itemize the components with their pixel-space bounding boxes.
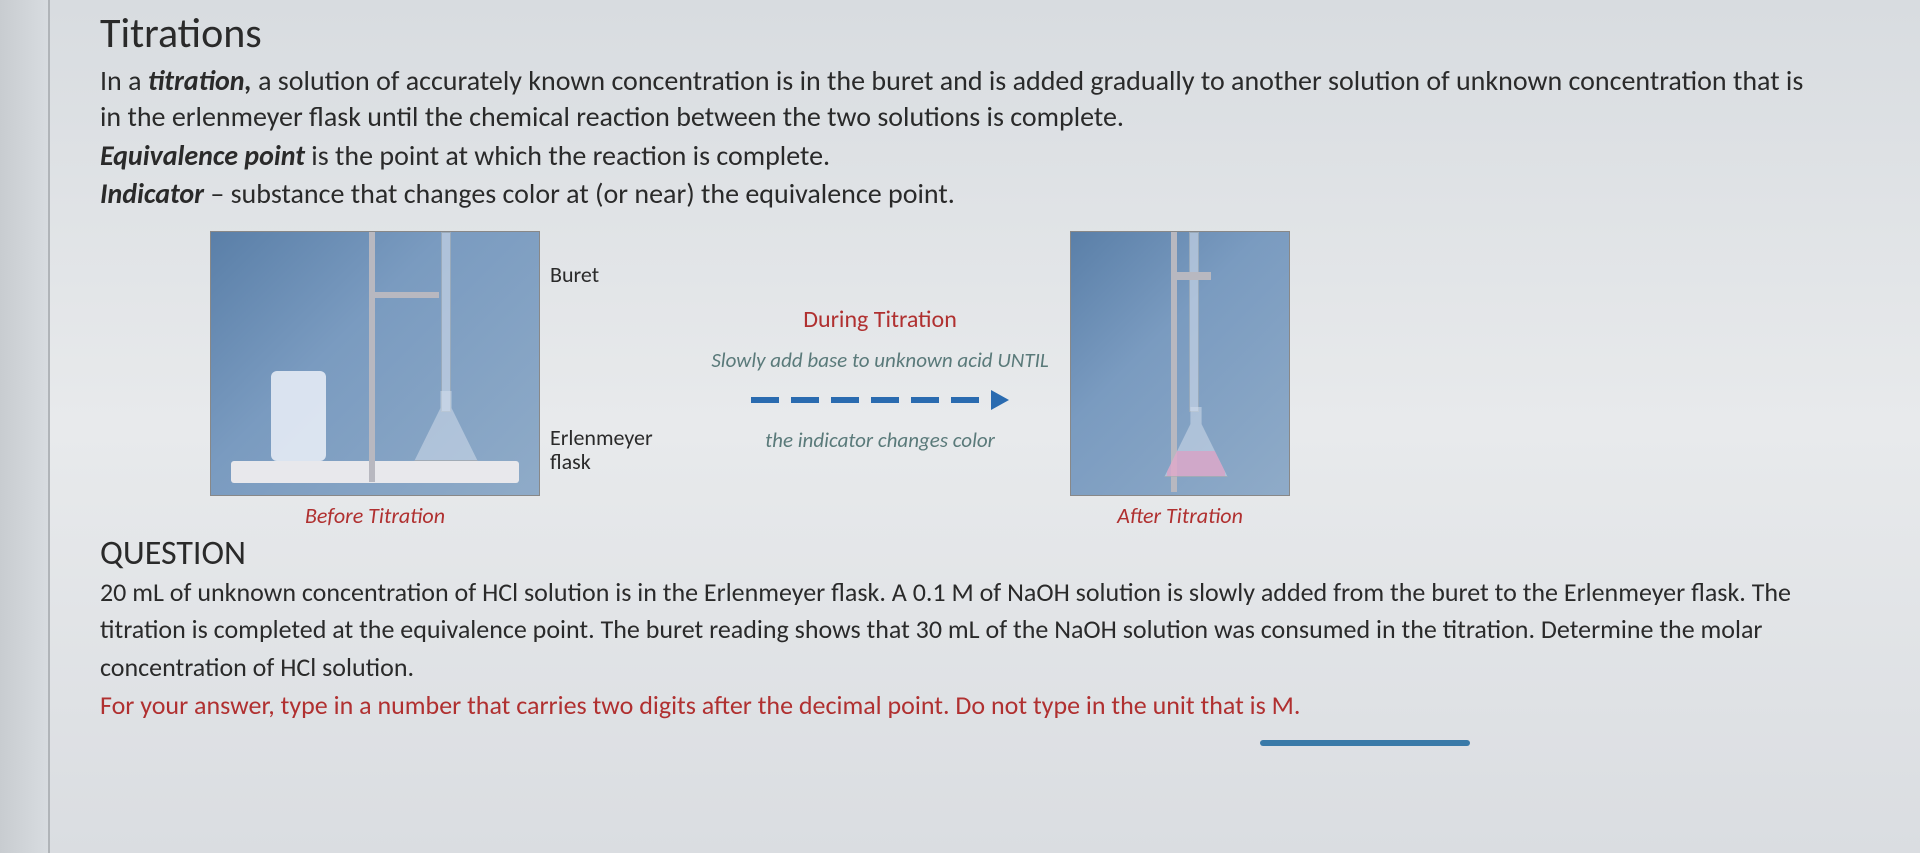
question-body: 20 mL of unknown concentration of HCl so… (100, 574, 1820, 687)
intro-paragraph-1: In a titration, a solution of accurately… (100, 63, 1820, 136)
erlenmeyer-flask-icon (411, 391, 481, 461)
dash-icon (951, 397, 979, 403)
base-plate-icon (231, 461, 519, 483)
answer-instruction: For your answer, type in a number that c… (100, 687, 1820, 725)
intro-p1-bold: titration, (148, 63, 252, 98)
dash-icon (791, 397, 819, 403)
dash-icon (911, 397, 939, 403)
during-lower-text: the indicator changes color (710, 426, 1050, 454)
flask-label: Erlenmeyer flask (550, 426, 690, 474)
buret-label: Buret (550, 261, 599, 288)
intro-p2-rest: is the point at which the reaction is co… (305, 138, 830, 173)
dashed-arrow (710, 390, 1050, 410)
arrow-head-icon (991, 390, 1009, 410)
intro-p1-b: a solution of accurately known concentra… (100, 63, 1803, 134)
wash-bottle-icon (271, 371, 326, 461)
intro-p3-bold: Indicator (100, 176, 204, 211)
after-image (1070, 231, 1290, 496)
question-header: QUESTION (100, 533, 1820, 574)
intro-paragraph-2: Equivalence point is the point at which … (100, 138, 1820, 174)
before-caption: Before Titration (210, 502, 540, 529)
stand-rod-icon (369, 232, 375, 482)
before-image (210, 231, 540, 496)
intro-paragraph-3: Indicator – substance that changes color… (100, 176, 1820, 212)
intro-p2-bold: Equivalence point (100, 138, 305, 173)
during-title: During Titration (710, 305, 1050, 334)
dash-icon (871, 397, 899, 403)
before-figure: Before Titration Buret Erlenmeyer flask (210, 231, 540, 529)
intro-p1-a: In a (100, 63, 148, 98)
during-upper-text: Slowly add base to unknown acid UNTIL (710, 346, 1050, 374)
during-column: During Titration Slowly add base to unkn… (700, 305, 1060, 455)
buret-icon (1189, 232, 1199, 412)
slide-title: Titrations (100, 8, 1820, 59)
dash-icon (751, 397, 779, 403)
stand-rod-icon (1171, 232, 1177, 492)
underline-mark-icon (1260, 740, 1470, 746)
figure-row: Before Titration Buret Erlenmeyer flask … (210, 231, 1820, 529)
clamp-icon (1171, 272, 1211, 280)
left-margin (0, 0, 50, 853)
slide-content: Titrations In a titration, a solution of… (70, 0, 1850, 744)
clamp-icon (369, 292, 439, 298)
after-figure: After Titration (1070, 231, 1290, 529)
intro-p3-rest: – substance that changes color at (or ne… (204, 176, 955, 211)
buret-icon (441, 232, 451, 412)
after-caption: After Titration (1070, 502, 1290, 529)
dash-icon (831, 397, 859, 403)
